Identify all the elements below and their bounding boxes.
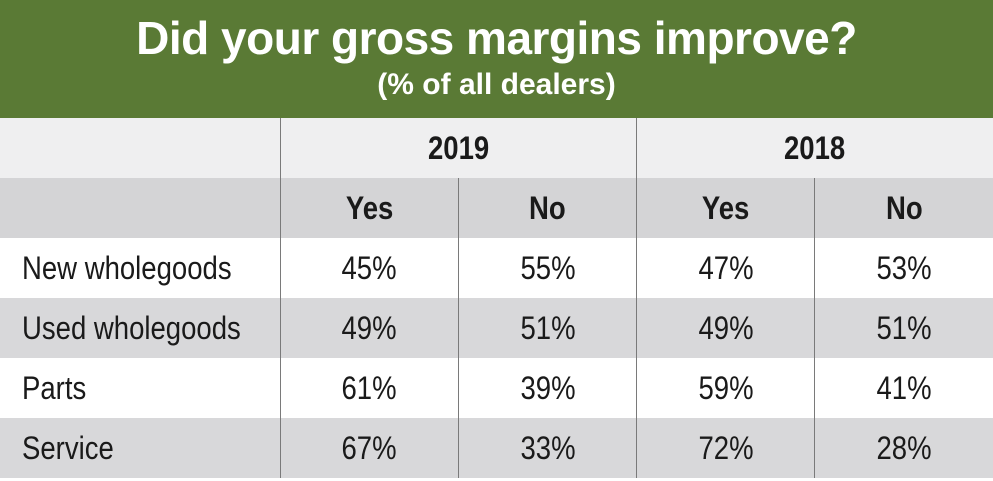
answer-header: No: [814, 178, 993, 238]
value-text: 67%: [341, 429, 397, 466]
value-text: 41%: [876, 369, 932, 406]
value-cell: 61%: [279, 358, 459, 418]
corner-cell: [0, 118, 281, 178]
value-cell: 39%: [457, 358, 637, 418]
row-label: New wholegoods: [0, 238, 281, 298]
value-text: 49%: [341, 309, 397, 346]
value-cell: 49%: [279, 298, 459, 358]
value-cell: 55%: [457, 238, 637, 298]
value-text: 51%: [876, 309, 932, 346]
value-cell: 47%: [636, 238, 815, 298]
value-cell: 72%: [636, 418, 815, 478]
value-cell: 28%: [814, 418, 993, 478]
value-cell: 51%: [457, 298, 637, 358]
value-text: 45%: [341, 249, 397, 286]
row-label: Service: [0, 418, 281, 478]
answer-header-row: Yes No Yes No: [0, 178, 993, 238]
value-text: 55%: [519, 249, 576, 286]
year-label: 2018: [784, 129, 846, 166]
answer-label: No: [885, 189, 923, 226]
row-label-text: Service: [22, 429, 114, 466]
row-label-text: Parts: [22, 369, 87, 406]
answer-header: No: [457, 178, 637, 238]
value-text: 61%: [341, 369, 397, 406]
value-text: 33%: [519, 429, 576, 466]
value-cell: 49%: [636, 298, 815, 358]
value-cell: 53%: [814, 238, 993, 298]
value-text: 39%: [519, 369, 576, 406]
row-label: Parts: [0, 358, 281, 418]
year-header-2018: 2018: [636, 118, 993, 178]
answer-label: No: [529, 189, 566, 226]
value-cell: 67%: [279, 418, 459, 478]
table-row: Parts 61% 39% 59% 41%: [0, 358, 993, 418]
value-cell: 33%: [457, 418, 637, 478]
value-text: 47%: [698, 249, 754, 286]
value-cell: 41%: [814, 358, 993, 418]
table-row: Service 67% 33% 72% 28%: [0, 418, 993, 478]
answer-header: Yes: [636, 178, 815, 238]
row-label-text: New wholegoods: [22, 249, 232, 286]
table-row: New wholegoods 45% 55% 47% 53%: [0, 238, 993, 298]
row-label-text: Used wholegoods: [22, 309, 241, 346]
value-text: 28%: [876, 429, 932, 466]
table-row: Used wholegoods 49% 51% 49% 51%: [0, 298, 993, 358]
value-cell: 51%: [814, 298, 993, 358]
year-label: 2019: [427, 129, 490, 166]
corner-cell: [0, 178, 281, 238]
value-text: 51%: [519, 309, 576, 346]
answer-label: Yes: [701, 189, 750, 226]
value-text: 72%: [698, 429, 754, 466]
chart-title: Did your gross margins improve?: [136, 12, 857, 64]
title-banner: Did your gross margins improve? (% of al…: [0, 0, 993, 118]
data-table: 2019 2018 Yes No Yes No New wholegoods 4…: [0, 118, 993, 478]
answer-header: Yes: [279, 178, 459, 238]
value-text: 53%: [876, 249, 932, 286]
answer-label: Yes: [345, 189, 394, 226]
value-text: 49%: [698, 309, 754, 346]
value-cell: 45%: [279, 238, 459, 298]
year-header-2019: 2019: [279, 118, 637, 178]
chart-subtitle: (% of all dealers): [377, 68, 616, 101]
value-cell: 59%: [636, 358, 815, 418]
value-text: 59%: [698, 369, 754, 406]
row-label: Used wholegoods: [0, 298, 281, 358]
year-header-row: 2019 2018: [0, 118, 993, 178]
